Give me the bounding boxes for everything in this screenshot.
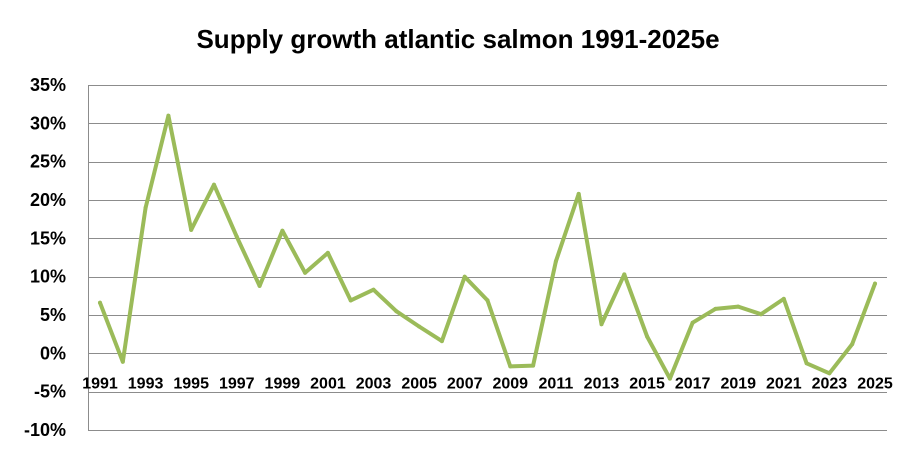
data-point	[804, 361, 809, 366]
x-tick-label: 1991	[82, 375, 118, 392]
y-tick-label: 5%	[40, 305, 66, 325]
x-tick-label: 1999	[265, 375, 301, 392]
x-tick-label: 2001	[310, 375, 346, 392]
data-point	[462, 274, 467, 279]
data-point	[280, 228, 285, 233]
x-tick-label: 2005	[401, 375, 437, 392]
x-tick-label: 1993	[128, 375, 164, 392]
data-point	[690, 320, 695, 325]
data-point	[417, 324, 422, 329]
data-point	[234, 234, 239, 239]
x-tick-label: 2017	[675, 375, 711, 392]
data-point	[759, 312, 763, 317]
data-point	[622, 272, 627, 277]
data-point	[143, 205, 148, 210]
data-point	[667, 376, 672, 381]
data-point	[873, 281, 877, 286]
data-point	[531, 363, 536, 368]
series-line-0	[98, 113, 877, 381]
data-point	[212, 182, 216, 187]
data-point	[485, 298, 490, 303]
data-point	[166, 113, 171, 118]
data-point	[576, 191, 581, 196]
data-point	[394, 309, 399, 314]
y-tick-label: 35%	[30, 75, 66, 95]
data-point	[850, 342, 855, 347]
data-point	[508, 364, 513, 369]
y-tick-label: -5%	[34, 382, 66, 402]
data-point	[371, 287, 376, 292]
data-point	[553, 259, 558, 264]
x-tick-label: 1997	[219, 375, 255, 392]
data-point	[781, 296, 786, 301]
x-tick-label: 2023	[812, 375, 848, 392]
x-tick-label: 2007	[447, 375, 483, 392]
data-point	[189, 227, 194, 232]
x-tick-label: 2003	[356, 375, 392, 392]
data-point	[257, 283, 262, 288]
y-axis-tick-labels: -10% -5% 0% 5% 10% 15% 20% 25% 30% 35%	[24, 75, 66, 440]
data-point	[713, 306, 718, 311]
data-point	[325, 250, 330, 255]
data-point	[645, 334, 650, 339]
data-point	[348, 298, 353, 303]
data-point	[303, 270, 308, 275]
x-tick-label: 1995	[173, 375, 209, 392]
chart-title: Supply growth atlantic salmon 1991-2025e	[196, 24, 719, 54]
x-tick-label: 2021	[766, 375, 802, 392]
data-point	[736, 304, 741, 309]
data-point	[827, 371, 832, 376]
x-axis-tick-labels: 1991 1993 1995 1997 1999 2001 2003 2005 2007 2009…	[82, 375, 893, 392]
x-tick-label: 2019	[720, 375, 756, 392]
y-tick-label: 15%	[30, 228, 66, 248]
y-tick-label: 25%	[30, 152, 66, 172]
y-tick-label: 20%	[30, 190, 66, 210]
x-tick-label: 2011	[539, 375, 574, 392]
data-point	[599, 322, 604, 327]
x-tick-label: 2015	[629, 375, 665, 392]
data-point	[98, 300, 102, 305]
y-tick-label: 0%	[40, 343, 66, 363]
x-tick-label: 2025	[857, 375, 893, 392]
x-tick-label: 2013	[584, 375, 620, 392]
data-point	[439, 339, 444, 344]
y-tick-label: 10%	[30, 267, 66, 287]
data-point	[120, 359, 125, 364]
y-tick-label: -10%	[24, 420, 66, 440]
y-tick-label: 30%	[30, 113, 66, 133]
x-tick-label: 2009	[492, 375, 528, 392]
series-lines	[98, 113, 877, 381]
